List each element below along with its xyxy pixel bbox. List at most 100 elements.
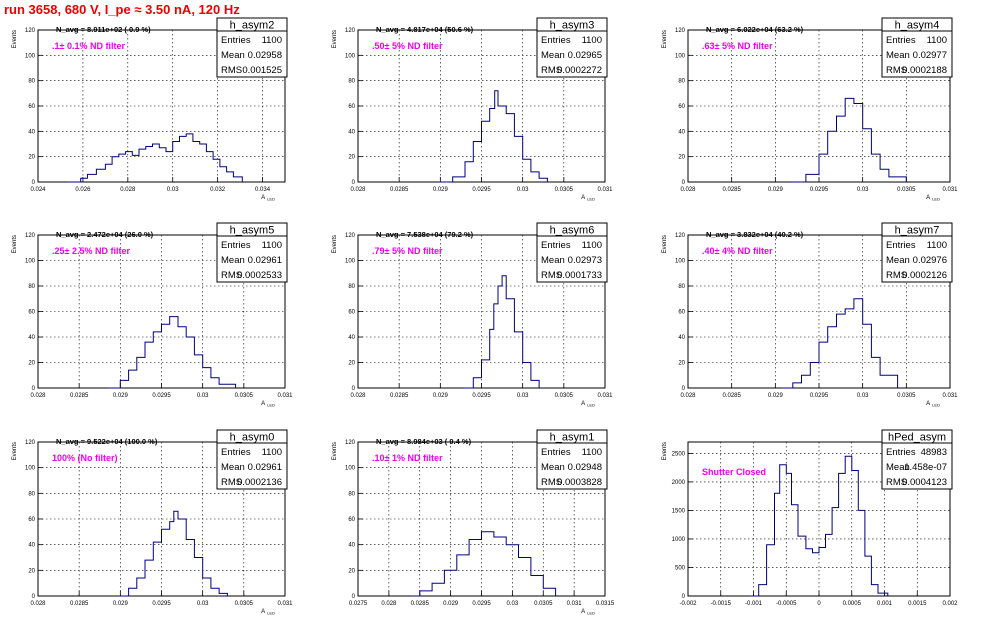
- x-tick-label: 0.029: [768, 187, 784, 193]
- histogram-line: [108, 316, 237, 389]
- x-tick-label: 0.0285: [390, 393, 409, 399]
- stats-box: [216, 222, 288, 283]
- x-tick-label: 0.001: [877, 601, 893, 607]
- stat-label: Entries: [541, 35, 571, 46]
- x-tick-label: 0.03: [507, 601, 519, 607]
- x-tick-label: 0.029: [433, 187, 449, 193]
- x-tick-label: 0.0285: [722, 393, 741, 399]
- y-tick-label: 20: [678, 361, 685, 367]
- x-tick-label: 0.03: [197, 601, 209, 607]
- y-tick-label: 20: [348, 361, 355, 367]
- n-avg-label: N_avg = 7.538e+04 (79.2 %): [376, 230, 474, 239]
- y-tick-label: 60: [28, 517, 35, 523]
- stat-label: RMS: [541, 477, 562, 488]
- histogram-panel-h_asym2: 0.024 0.026 0.028 0.03 0.032 0.034 0 20 40 60 80 10…: [12, 17, 288, 202]
- stat-value: 1100: [262, 35, 282, 46]
- x-tick-label: 0.0305: [235, 393, 254, 399]
- x-tick-label: 0.024: [30, 187, 46, 193]
- y-axis-label: Events: [662, 235, 668, 253]
- y-tick-label: 20: [28, 361, 35, 367]
- filter-label: .40± 4% ND filter: [702, 246, 773, 256]
- x-tick-label: 0: [817, 601, 821, 607]
- x-tick-label: 0.029: [433, 393, 449, 399]
- x-tick-label: 0.028: [30, 601, 46, 607]
- stat-label: Mean: [221, 462, 245, 473]
- histogram-panel-h_asym5: 0.028 0.0285 0.029 0.0295 0.03 0.0305 0.031 0 20…: [12, 222, 293, 408]
- x-axis-label: A LED: [926, 195, 940, 202]
- x-tick-label: 0.0305: [555, 187, 574, 193]
- histogram-line: [67, 133, 243, 183]
- stat-label: Mean: [886, 462, 910, 473]
- y-tick-label: 40: [28, 543, 35, 549]
- histogram-panel-h_asym0: 0.028 0.0285 0.029 0.0295 0.03 0.0305 0.031 0 20…: [12, 429, 293, 616]
- y-tick-label: 0: [352, 386, 356, 392]
- y-tick-label: 120: [675, 233, 686, 239]
- stats-box: [536, 222, 608, 283]
- histogram-panel-h_asym4: 0.028 0.0285 0.029 0.0295 0.03 0.0305 0.031 0 20…: [662, 17, 958, 202]
- y-tick-label: 1000: [672, 537, 686, 543]
- y-axis-label: Events: [332, 30, 338, 48]
- y-tick-label: 120: [675, 28, 686, 34]
- n-avg-label: N_avg = 9.522e+04 (100.0 %): [56, 437, 158, 446]
- stat-value: 0.02973: [568, 255, 602, 266]
- stat-value: 0.0003828: [557, 477, 602, 488]
- stat-label: Mean: [221, 50, 245, 61]
- stat-value: 0.02977: [913, 50, 947, 61]
- x-tick-label: 0.03: [857, 393, 869, 399]
- stats-box: [216, 429, 288, 490]
- stat-label: RMS: [886, 65, 907, 76]
- x-tick-label: 0.0285: [70, 393, 89, 399]
- x-tick-label: 0.0305: [897, 393, 916, 399]
- stat-value: 0.0002272: [557, 65, 602, 76]
- histogram-line: [791, 97, 907, 183]
- x-tick-label: -0.0015: [711, 601, 732, 607]
- x-tick-label: 0.031: [942, 187, 958, 193]
- x-axis-label: A LED: [926, 401, 940, 408]
- y-tick-label: 40: [678, 335, 685, 341]
- x-tick-label: 0.031: [597, 393, 613, 399]
- x-tick-label: 0.03: [517, 187, 529, 193]
- stat-value: 0.0002533: [237, 270, 282, 281]
- stat-value: 0.001525: [242, 65, 282, 76]
- x-tick-label: -0.0005: [776, 601, 797, 607]
- stat-value: 1100: [262, 240, 282, 251]
- x-tick-label: 0.0015: [908, 601, 927, 607]
- x-tick-label: 0.03: [167, 187, 179, 193]
- x-tick-label: 0.028: [350, 393, 366, 399]
- stat-label: Entries: [221, 447, 251, 458]
- y-tick-label: 120: [345, 233, 356, 239]
- y-tick-label: 60: [28, 104, 35, 110]
- stat-label: RMS: [221, 270, 242, 281]
- y-tick-label: 40: [348, 129, 355, 135]
- stat-value: 1100: [582, 447, 602, 458]
- n-avg-label: N_avg = 8.911e+02 ( 0.9 %): [56, 25, 151, 34]
- y-tick-label: 100: [345, 259, 356, 265]
- y-tick-label: 80: [348, 491, 355, 497]
- x-tick-label: 0.0295: [152, 601, 171, 607]
- y-tick-label: 0: [32, 180, 36, 186]
- n-avg-label: N_avg = 8.984e+03 ( 9.4 %): [376, 437, 472, 446]
- histogram-panel-h_asym1: 0.0275 0.028 0.0285 0.029 0.0295 0.03 0.0305 0.…: [332, 429, 615, 616]
- x-tick-label: 0.03: [517, 393, 529, 399]
- x-tick-label: 0.032: [210, 187, 226, 193]
- stats-box: [881, 429, 953, 490]
- y-tick-label: 120: [25, 28, 36, 34]
- y-tick-label: 120: [345, 440, 356, 446]
- stat-label: Entries: [541, 447, 571, 458]
- n-avg-label: N_avg = 2.472e+04 (26.0 %): [56, 230, 154, 239]
- x-axis-label: A LED: [261, 609, 275, 616]
- x-tick-label: 0.0295: [472, 393, 491, 399]
- stat-value: 0.02948: [568, 462, 602, 473]
- y-tick-label: 120: [25, 440, 36, 446]
- stat-label: Mean: [541, 255, 565, 266]
- y-tick-label: 40: [28, 335, 35, 341]
- y-axis-label: Events: [332, 442, 338, 460]
- x-tick-label: 0.0285: [411, 601, 430, 607]
- y-tick-label: 100: [345, 53, 356, 59]
- x-tick-label: 0.0005: [843, 601, 862, 607]
- x-axis-label: A LED: [581, 195, 595, 202]
- stat-label: Entries: [541, 240, 571, 251]
- stat-value: 0.0001733: [557, 270, 602, 281]
- stat-value: 1100: [582, 35, 602, 46]
- stat-label: Mean: [541, 50, 565, 61]
